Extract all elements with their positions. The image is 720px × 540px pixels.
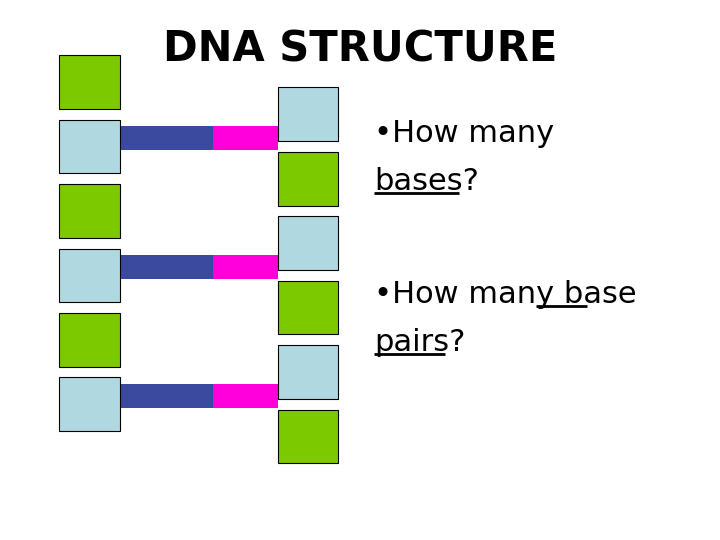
Bar <box>277 410 338 463</box>
Bar <box>277 87 338 141</box>
Bar <box>59 313 120 367</box>
Bar <box>277 152 338 206</box>
Bar <box>59 377 120 431</box>
Bar <box>213 126 277 151</box>
Text: •How many base: •How many base <box>374 280 637 309</box>
Text: bases?: bases? <box>374 167 480 196</box>
Bar <box>59 248 120 302</box>
Bar <box>277 217 338 270</box>
Bar <box>59 184 120 238</box>
Bar <box>120 126 213 151</box>
Bar <box>120 255 213 279</box>
Text: •How many: •How many <box>374 118 554 147</box>
Bar <box>59 55 120 109</box>
Bar <box>59 119 120 173</box>
Bar <box>120 384 213 408</box>
Bar <box>277 345 338 399</box>
Bar <box>213 384 277 408</box>
Text: pairs?: pairs? <box>374 328 466 357</box>
Bar <box>213 255 277 279</box>
Text: DNA STRUCTURE: DNA STRUCTURE <box>163 28 557 70</box>
Bar <box>277 281 338 334</box>
